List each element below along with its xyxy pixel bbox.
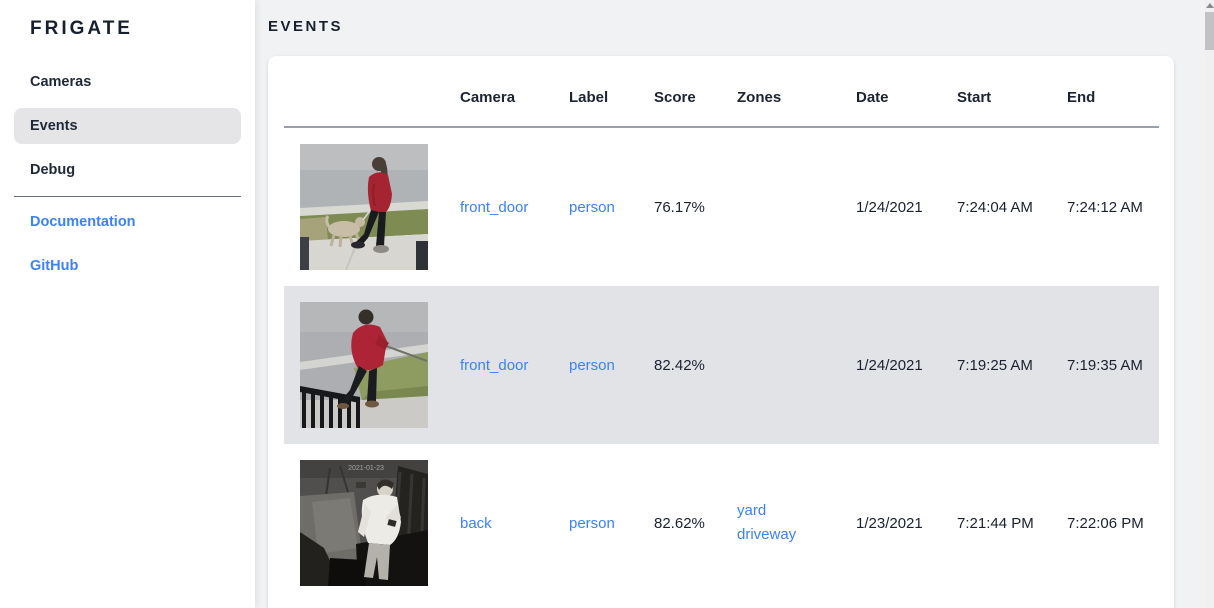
sidebar: FRIGATE Cameras Events Debug Documentati… (0, 0, 255, 608)
table-header: Camera Label Score Zones Date Start End (284, 56, 1159, 128)
events-card: Camera Label Score Zones Date Start End (268, 56, 1174, 608)
event-thumbnail[interactable]: 2021-01-23 (284, 444, 444, 602)
date-value: 1/23/2021 (856, 514, 923, 532)
camera-link[interactable]: back (460, 514, 492, 532)
event-thumbnail-image: 2021-01-23 (300, 460, 428, 586)
column-header-end: End (1067, 88, 1096, 106)
column-header-camera: Camera (460, 88, 516, 106)
column-header-label: Label (569, 88, 609, 106)
scrollbar[interactable] (1205, 0, 1214, 608)
zone-link[interactable]: yard (737, 502, 767, 519)
camera-link[interactable]: front_door (460, 198, 529, 216)
start-value: 7:19:25 AM (957, 356, 1033, 374)
column-header-start: Start (957, 88, 992, 106)
event-row[interactable]: 2021-01-23 back person 82.62% yard drive… (284, 444, 1159, 602)
end-value: 7:24:12 AM (1067, 198, 1143, 216)
sidebar-link-documentation[interactable]: Documentation (30, 214, 136, 230)
camera-link[interactable]: front_door (460, 356, 529, 374)
sidebar-divider (14, 196, 241, 197)
sidebar-item-debug[interactable]: Debug (30, 162, 76, 178)
event-thumbnail[interactable] (284, 286, 444, 444)
label-link[interactable]: person (569, 514, 615, 532)
event-thumbnail-image (300, 144, 428, 270)
score-value: 82.42% (654, 356, 705, 374)
sidebar-external-links: Documentation GitHub (0, 204, 255, 284)
sidebar-nav: Cameras Events Debug (0, 64, 255, 188)
score-value: 76.17% (654, 198, 705, 216)
scrollbar-thumb[interactable] (1205, 12, 1214, 50)
zone-link[interactable]: driveway (737, 526, 797, 543)
event-row[interactable]: front_door person 82.42% 1/24/2021 7:19:… (284, 286, 1159, 444)
column-header-score: Score (654, 88, 696, 106)
column-header-zones: Zones (737, 88, 782, 106)
end-value: 7:19:35 AM (1067, 356, 1143, 374)
sidebar-item-events[interactable]: Events (14, 108, 241, 144)
end-value: 7:22:06 PM (1067, 514, 1144, 532)
app-logo: FRIGATE (30, 18, 133, 39)
event-row[interactable]: front_door person 76.17% 1/24/2021 7:24:… (284, 128, 1159, 286)
start-value: 7:21:44 PM (957, 514, 1034, 532)
event-thumbnail[interactable] (284, 128, 444, 286)
label-link[interactable]: person (569, 356, 615, 374)
thumbnail-timestamp-overlay: 2021-01-23 (348, 465, 384, 472)
score-value: 82.62% (654, 514, 705, 532)
page-title: EVENTS (268, 18, 344, 35)
sidebar-item-cameras[interactable]: Cameras (30, 74, 92, 90)
label-link[interactable]: person (569, 198, 615, 216)
date-value: 1/24/2021 (856, 198, 923, 216)
date-value: 1/24/2021 (856, 356, 923, 374)
scrollbar-up-arrow-icon[interactable] (1205, 3, 1214, 8)
main-content: EVENTS Camera Label Score Zones Date Sta… (255, 0, 1214, 608)
column-header-date: Date (856, 88, 889, 106)
sidebar-link-github[interactable]: GitHub (30, 258, 79, 274)
zones-cell: yard driveway (721, 499, 840, 547)
event-thumbnail-image (300, 302, 428, 428)
start-value: 7:24:04 AM (957, 198, 1033, 216)
